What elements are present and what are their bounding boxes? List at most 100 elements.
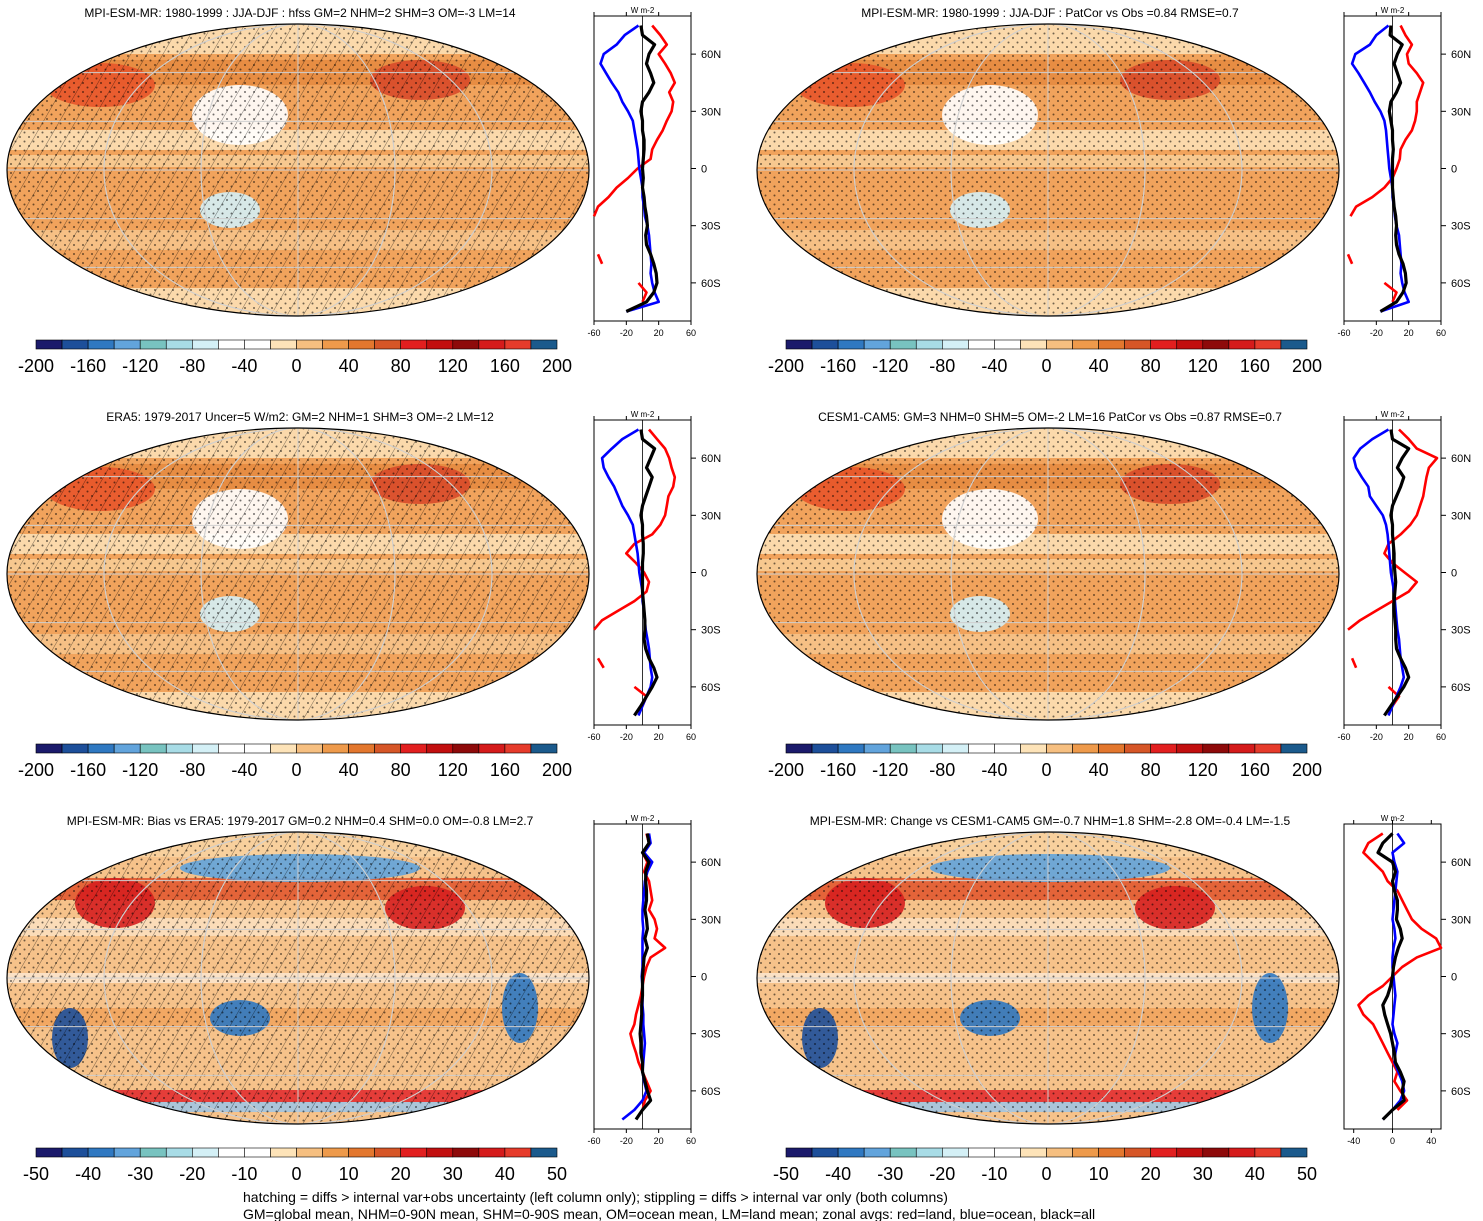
y-tick-label: 30N: [701, 510, 721, 522]
colorbar-swatch: [87, 1147, 115, 1158]
colorbar-swatch: [863, 1147, 891, 1158]
colorbar-swatch: [452, 743, 480, 754]
colorbar-swatch: [1176, 1147, 1204, 1158]
colorbar-swatch: [244, 743, 271, 754]
colorbar-swatch: [1098, 339, 1125, 350]
map-border: [6, 427, 590, 721]
colorbar-swatch: [811, 339, 839, 350]
colorbar-tick-label: 80: [1141, 760, 1161, 780]
colorbar: -50 -40 -30 -20 -10 0 10 20 30 40 50: [23, 1147, 567, 1184]
panel-3: ERA5: 1979-2017 Uncer=5 W/m2: GM=2 NHM=1…: [6, 410, 721, 780]
y-tick-label: 30N: [701, 914, 721, 926]
colorbar-tick-label: -200: [768, 760, 804, 780]
panel-6: MPI-ESM-MR: Change vs CESM1-CAM5 GM=-0.7…: [756, 814, 1471, 1184]
colorbar-swatch: [322, 339, 349, 350]
y-tick-label: 60S: [701, 1086, 721, 1098]
y-tick-label: 60N: [1451, 857, 1471, 869]
x-tick-label: -60: [587, 328, 600, 338]
colorbar-swatch: [1046, 339, 1073, 350]
zonal-mean-plot: W m-2 -60 -20 20 60 60N 30N 0 30S 60S: [1337, 6, 1471, 338]
colorbar-swatch: [348, 743, 375, 754]
colorbar-tick-label: -10: [231, 1164, 257, 1184]
colorbar-swatch: [61, 339, 89, 350]
colorbar-swatch: [1202, 339, 1230, 350]
colorbar-tick-label: 0: [291, 1164, 301, 1184]
world-map: [6, 427, 590, 721]
map-border: [756, 427, 1340, 721]
colorbar-tick-label: -200: [18, 356, 54, 376]
colorbar-swatch: [348, 1147, 375, 1158]
colorbar-swatch: [113, 1147, 141, 1158]
series-ocean: [600, 428, 654, 716]
y-tick-label: 60S: [701, 278, 721, 290]
zonal-units-label: W m-2: [1381, 6, 1405, 15]
panel-title: MPI-ESM-MR: Bias vs ERA5: 1979-2017 GM=0…: [67, 814, 534, 828]
graticule-lon: [950, 832, 1146, 1124]
colorbar-swatch: [426, 1147, 454, 1158]
y-tick-label: 0: [1451, 568, 1457, 580]
colorbar-swatch: [504, 743, 532, 754]
colorbar-tick-label: 0: [1041, 760, 1051, 780]
zonal-mean-plot: W m-2 -60 -20 20 60 60N 30N 0 30S 60S: [587, 410, 721, 742]
colorbar-tick-label: -120: [122, 356, 158, 376]
graticule-lon: [950, 428, 1146, 720]
colorbar-tick-label: 10: [1089, 1164, 1109, 1184]
colorbar-swatch: [785, 743, 813, 754]
colorbar-tick-label: -80: [929, 356, 955, 376]
series-ocean: [1352, 428, 1406, 716]
colorbar-swatch: [35, 743, 63, 754]
colorbar-tick-label: -40: [75, 1164, 101, 1184]
x-tick-label: 20: [654, 732, 664, 742]
zonal-units-label: W m-2: [1381, 410, 1405, 419]
colorbar-swatch: [1072, 339, 1099, 350]
colorbar-tick-label: -40: [231, 760, 257, 780]
graticule-lon: [200, 24, 396, 316]
colorbar-swatch: [1228, 743, 1256, 754]
colorbar-swatch: [400, 743, 428, 754]
colorbar-swatch: [863, 743, 891, 754]
graticule-lon: [853, 832, 1243, 1124]
colorbar-swatch: [1124, 1147, 1151, 1158]
colorbar-swatch: [811, 743, 839, 754]
y-tick-label: 60N: [1451, 49, 1471, 61]
colorbar-swatch: [1202, 743, 1230, 754]
map-border: [6, 23, 590, 317]
colorbar-tick-label: 200: [1292, 356, 1322, 376]
colorbar-swatch: [374, 339, 401, 350]
colorbar-swatch: [1124, 743, 1151, 754]
colorbar-tick-label: 40: [1245, 1164, 1265, 1184]
series-ocean: [599, 24, 660, 313]
colorbar-swatch: [530, 1147, 558, 1158]
colorbar-swatch: [1046, 743, 1073, 754]
x-tick-label: 60: [686, 328, 696, 338]
zonal-units-label: W m-2: [1381, 814, 1405, 823]
colorbar-swatch: [889, 339, 917, 350]
colorbar-swatch: [374, 743, 401, 754]
colorbar-tick-label: 80: [391, 760, 411, 780]
x-tick-label: 60: [686, 732, 696, 742]
x-tick-label: 20: [654, 328, 664, 338]
graticule-lon: [200, 832, 396, 1124]
y-tick-label: 30S: [701, 221, 721, 233]
colorbar-swatch: [968, 1147, 995, 1158]
series-land: [592, 24, 677, 303]
x-tick-label: -20: [620, 1136, 633, 1146]
series-all: [1379, 25, 1408, 313]
series-all: [1383, 429, 1411, 717]
x-tick-label: 20: [1404, 328, 1414, 338]
graticule-lon: [200, 428, 396, 720]
zonal-mean-plot: W m-2 -60 -20 20 60 60N 30N 0 30S 60S: [587, 6, 721, 338]
colorbar-tick-label: -40: [981, 356, 1007, 376]
y-tick-label: 0: [701, 164, 707, 176]
panel-5: MPI-ESM-MR: Bias vs ERA5: 1979-2017 GM=0…: [6, 814, 721, 1184]
colorbar-tick-label: -50: [773, 1164, 799, 1184]
colorbar-swatch: [1020, 339, 1047, 350]
y-tick-label: 0: [1451, 164, 1457, 176]
colorbar-swatch: [218, 1147, 245, 1158]
x-tick-label: 20: [1404, 732, 1414, 742]
y-tick-label: 60N: [1451, 453, 1471, 465]
graticule-lon: [853, 428, 1243, 720]
colorbar-tick-label: 120: [1188, 356, 1218, 376]
colorbar-swatch: [296, 1147, 323, 1158]
colorbar-tick-label: -40: [231, 356, 257, 376]
